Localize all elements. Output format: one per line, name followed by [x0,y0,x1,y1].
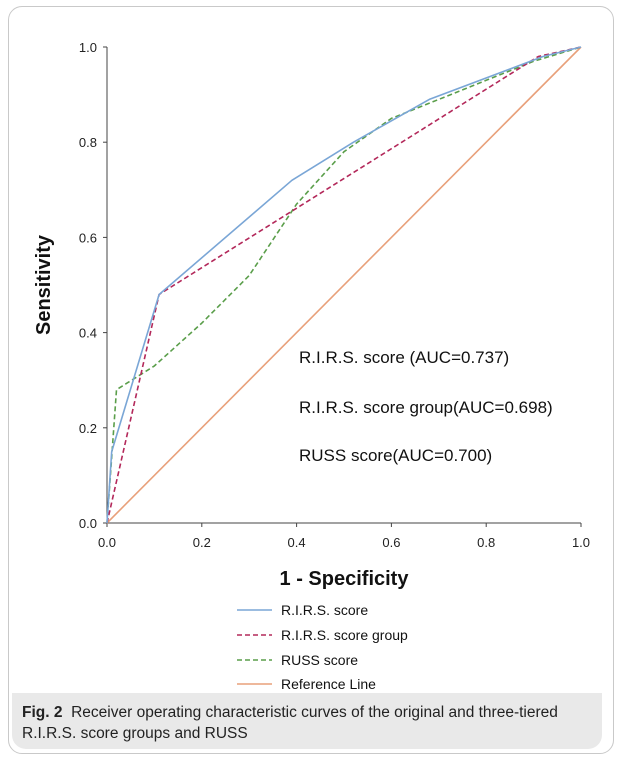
series-line-reference-line [106,46,582,524]
caption-text: Fig. 2 Receiver operating characteristic… [22,702,597,744]
y-tick-label: 1.0 [79,40,97,55]
y-axis-label: Sensitivity [33,234,55,335]
legend-label: R.I.R.S. score [281,602,368,618]
x-axis-label: 1 - Specificity [280,568,410,590]
y-tick-label: 0.4 [79,326,97,341]
legend-label: Reference Line [281,676,376,692]
x-tick-label: 1.0 [572,535,590,550]
y-tick-label: 0.8 [79,135,97,150]
roc-chart: 0.0 0.2 0.4 0.6 0.8 1.0 0.0 0.2 0.4 0.6 0.8 1.0 1 - … [33,40,590,692]
auc-annotation: RUSS score(AUC=0.700) [299,446,492,465]
series-line-russ-score [106,46,582,524]
figure-caption: Fig. 2 Receiver operating characteristic… [12,693,602,749]
y-tick-label: 0.0 [79,516,97,531]
auc-annotation: R.I.R.S. score group(AUC=0.698) [299,398,553,417]
x-tick-label: 0.6 [382,535,400,550]
x-tick-label: 0.2 [193,535,211,550]
figure-frame [8,6,614,754]
y-tick-label: 0.6 [79,230,97,245]
x-tick-label: 0.0 [98,535,116,550]
x-tick-label: 0.8 [477,535,495,550]
legend-label: R.I.R.S. score group [281,627,408,643]
figure-label: Fig. 2 [22,704,63,721]
legend-label: RUSS score [281,652,358,668]
x-tick-label: 0.4 [288,535,306,550]
series-line-r-i-r-s-score [106,46,582,524]
series-line-r-i-r-s-score-group [106,46,582,524]
y-tick-label: 0.2 [79,421,97,436]
auc-annotation: R.I.R.S. score (AUC=0.737) [299,348,509,367]
caption-body: Receiver operating characteristic curves… [22,704,558,742]
